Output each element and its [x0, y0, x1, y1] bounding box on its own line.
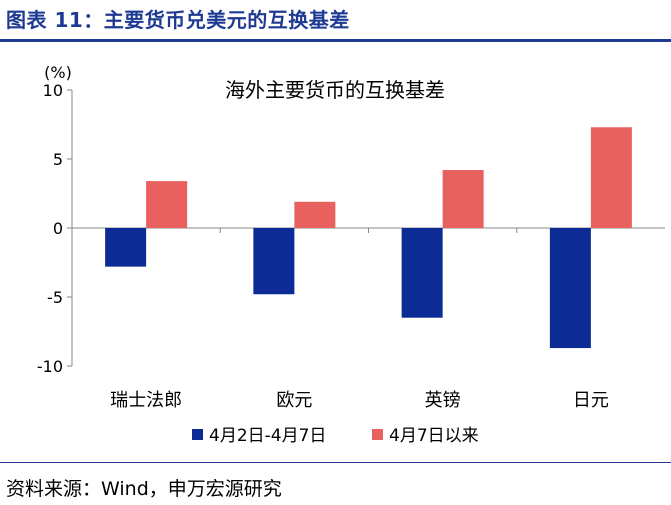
bar-series-2	[146, 181, 188, 228]
legend-swatch-series-1	[192, 429, 203, 440]
legend-label-series-2: 4月7日以来	[389, 426, 479, 446]
bar-chart: 海外主要货币的互换基差 (%) 10 5 0 -5 -10 瑞士法郎 欧元 英镑 日元 4月2…	[37, 63, 665, 446]
heading-rule	[0, 39, 671, 42]
bar-series-2	[590, 127, 632, 228]
figure-heading: 图表 11：主要货币兑美元的互换基差	[6, 8, 350, 32]
y-tick-label: 5	[53, 150, 63, 169]
y-tick-label: -10	[37, 357, 63, 376]
bar-series-1	[401, 228, 443, 318]
x-axis-categories: 瑞士法郎 欧元 英镑 日元	[110, 228, 609, 411]
y-axis: 10 5 0 -5 -10	[37, 81, 72, 376]
bar-series-2	[294, 201, 336, 228]
footer-rule	[0, 462, 671, 463]
bar-series-1	[549, 228, 591, 349]
bar-series-1	[105, 228, 147, 267]
source-note: 资料来源：Wind，申万宏源研究	[6, 478, 282, 500]
y-tick-label: -5	[47, 288, 63, 307]
chart-title: 海外主要货币的互换基差	[225, 78, 445, 102]
category-label: 英镑	[425, 390, 461, 411]
y-tick-label: 10	[43, 81, 63, 100]
y-axis-unit-label: (%)	[44, 63, 72, 82]
y-tick-label: 0	[53, 219, 63, 238]
bar-series-1	[253, 228, 295, 295]
legend-label-series-1: 4月2日-4月7日	[209, 426, 326, 446]
legend-swatch-series-2	[372, 429, 383, 440]
category-label: 欧元	[276, 390, 312, 411]
category-label: 日元	[573, 390, 609, 411]
legend: 4月2日-4月7日 4月7日以来	[192, 426, 479, 446]
category-label: 瑞士法郎	[110, 390, 182, 411]
bars	[105, 127, 632, 349]
bar-series-2	[442, 170, 484, 228]
